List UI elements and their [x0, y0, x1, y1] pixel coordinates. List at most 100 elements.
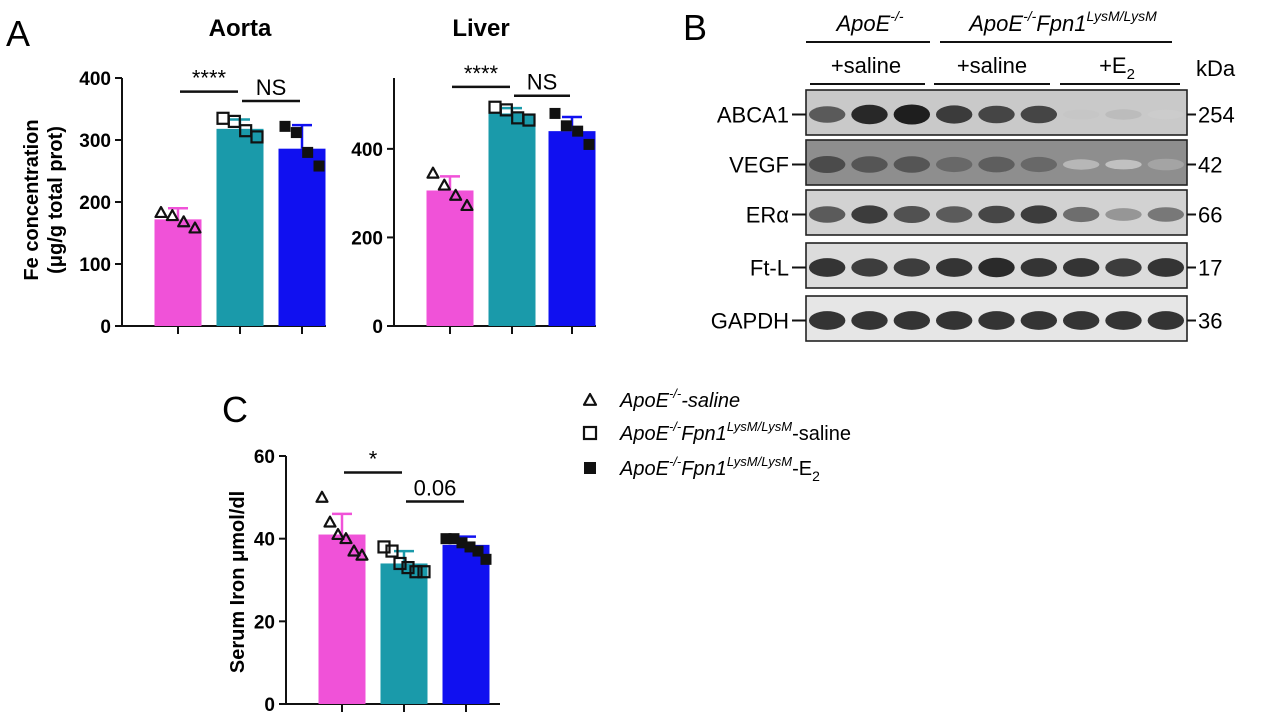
aorta-point: [313, 160, 325, 172]
serum-point: [472, 545, 484, 557]
serum-point: [315, 490, 329, 503]
blot-band: [935, 206, 973, 223]
blot-band: [851, 156, 888, 173]
aorta-point: [302, 146, 314, 158]
blot-band: [893, 258, 931, 277]
blot-group-label: ApoE-/-: [834, 8, 903, 36]
blot-band: [1147, 311, 1185, 330]
legend-marker-filled-square: [584, 462, 596, 474]
blot-band: [1147, 207, 1185, 222]
blot-band: [893, 156, 931, 173]
aorta-y-tick-label: 300: [79, 131, 111, 152]
blot-band: [808, 258, 846, 277]
blot-band: [808, 311, 846, 330]
panel-label-c: C: [222, 389, 248, 430]
blot-band: [1105, 159, 1142, 170]
blot-group-label: ApoE-/-Fpn1LysM/LysM: [967, 8, 1157, 36]
blot-band: [1105, 311, 1142, 330]
aorta-title: Aorta: [209, 15, 272, 42]
blot-kda-label: 36: [1198, 309, 1222, 334]
aorta-point: [216, 111, 230, 125]
blot-band: [1062, 159, 1100, 170]
panel-label-b: B: [683, 7, 707, 48]
blot-band: [978, 205, 1015, 224]
liver-bar: [548, 131, 596, 326]
panel-label-a: A: [6, 13, 30, 54]
serum-point: [440, 533, 452, 545]
serum-point: [409, 565, 423, 579]
blot-band: [978, 156, 1015, 173]
liver-point: [572, 125, 584, 137]
aorta-point: [227, 114, 241, 129]
liver-point: [549, 107, 561, 119]
blot-band: [1020, 105, 1058, 124]
blot-band: [978, 105, 1015, 124]
blot-band: [1062, 311, 1100, 330]
aorta-bar: [278, 148, 326, 326]
serum-point: [393, 556, 407, 571]
liver-bar: [488, 113, 536, 326]
aorta-y-tick-label: 100: [79, 255, 111, 276]
blot-band: [851, 258, 888, 277]
blot-band: [1020, 205, 1058, 224]
liver-point: [499, 103, 513, 117]
aorta-significance-label: ****: [192, 66, 227, 91]
liver-point: [460, 198, 474, 212]
serum-point: [385, 544, 399, 558]
serum-bar: [318, 534, 366, 704]
aorta-ylabel-line2: (μg/g total prot): [45, 126, 67, 274]
blot-protein-label: ABCA1: [717, 103, 789, 128]
serum-point: [456, 537, 468, 549]
aorta-chart: Aorta Fe concentration (μg/g total prot)…: [21, 15, 326, 338]
liver-point: [560, 120, 572, 132]
liver-point: [426, 166, 440, 179]
liver-y-tick-label: 400: [351, 140, 383, 161]
serum-y-tick-label: 0: [264, 695, 275, 716]
blot-band: [935, 258, 973, 277]
aorta-point: [290, 127, 302, 139]
serum-y-tick-label: 40: [254, 530, 275, 551]
liver-y-tick-label: 200: [351, 228, 383, 249]
serum-ylabel: Serum Iron μmol/dl: [227, 491, 249, 673]
liver-point: [522, 113, 536, 127]
liver-point: [449, 188, 463, 201]
liver-point: [437, 178, 451, 191]
aorta-point: [165, 209, 179, 222]
legend-marker-triangle: [582, 392, 598, 406]
aorta-point: [177, 215, 191, 228]
blot-kda-label: 254: [1198, 103, 1235, 128]
blot-band: [1147, 158, 1185, 171]
blot-treatment-label: +saline: [957, 53, 1027, 78]
blot-kda-header: kDa: [1196, 56, 1236, 81]
blot-band: [978, 311, 1015, 330]
aorta-bar: [216, 128, 264, 326]
blot-band: [1020, 156, 1058, 173]
blot-band: [978, 257, 1015, 278]
blot-band: [1147, 258, 1185, 277]
blot-band: [808, 206, 846, 223]
liver-significance-label: ****: [464, 61, 499, 86]
liver-chart: Liver 0 200 400 **** NS: [351, 15, 596, 338]
serum-bar: [380, 563, 428, 704]
blot-band: [1020, 258, 1058, 277]
legend-label: ApoE-/--saline: [619, 386, 740, 412]
liver-point: [583, 138, 595, 150]
serum-point: [323, 515, 337, 528]
blot-treatment-label: +E2: [1099, 53, 1135, 83]
blot-band: [851, 205, 888, 224]
blot-band: [1105, 109, 1142, 120]
aorta-y-tick-label: 0: [100, 317, 111, 338]
blot-protein-label: ERα: [746, 203, 790, 228]
serum-y-tick-label: 20: [254, 612, 275, 633]
blot-kda-label: 17: [1198, 256, 1222, 281]
blot-band: [893, 104, 931, 125]
blot-band: [808, 156, 846, 173]
blot-protein-label: VEGF: [729, 153, 789, 178]
legend-label: ApoE-/-Fpn1LysM/LysM-saline: [619, 419, 851, 445]
serum-point: [417, 565, 431, 579]
blot-kda-label: 66: [1198, 203, 1222, 228]
serum-point: [339, 532, 353, 545]
blot-band: [808, 106, 846, 123]
blot-band: [1020, 311, 1058, 330]
